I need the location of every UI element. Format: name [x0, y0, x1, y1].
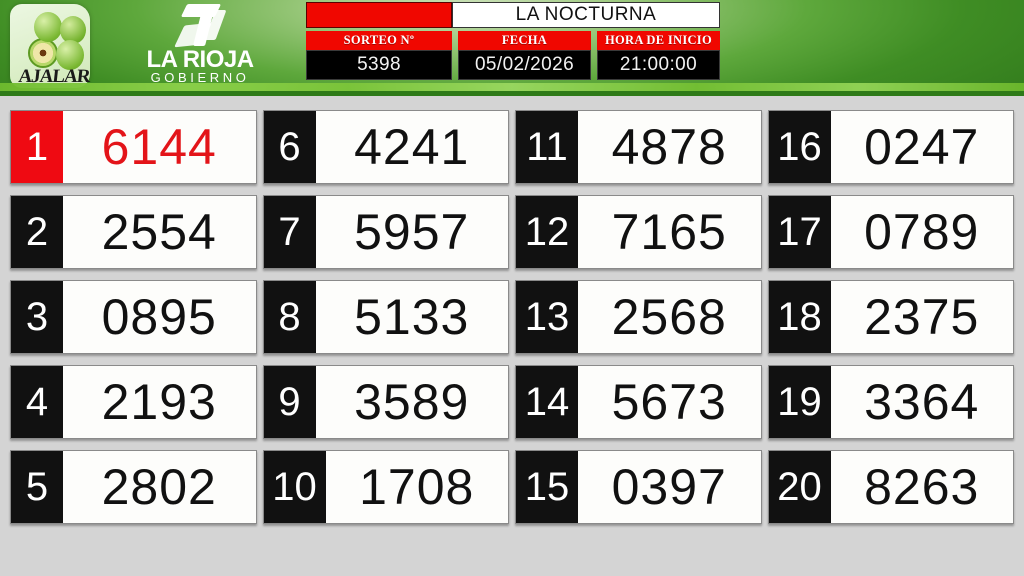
result-row[interactable]: 12 7165 — [515, 195, 762, 269]
results-column-4: 16 0247 17 0789 18 2375 19 3364 20 8263 — [767, 110, 1014, 576]
result-row[interactable]: 6 4241 — [262, 110, 509, 184]
field-hora-label: HORA DE INICIO — [597, 31, 720, 50]
result-row[interactable]: 9 3589 — [262, 365, 509, 439]
result-number: 2802 — [63, 451, 256, 523]
result-number: 2568 — [578, 281, 761, 353]
result-number: 5957 — [315, 196, 508, 268]
result-number: 4878 — [578, 111, 761, 183]
result-row[interactable]: 7 5957 — [262, 195, 509, 269]
result-position-badge: 12 — [516, 196, 578, 268]
result-number: 2554 — [63, 196, 256, 268]
result-row[interactable]: 4 2193 — [10, 365, 257, 439]
result-number: 3589 — [315, 366, 508, 438]
ajalar-logo: AJALAR — [6, 2, 94, 90]
avocado-icon-c — [56, 40, 84, 70]
result-position-badge: 7 — [263, 196, 316, 268]
la-rioja-mark-icon — [174, 4, 230, 48]
result-position-badge: 19 — [768, 366, 831, 438]
result-position-badge: 17 — [768, 196, 831, 268]
result-row[interactable]: 15 0397 — [515, 450, 762, 524]
result-position-badge: 1 — [11, 111, 63, 183]
result-number: 3364 — [830, 366, 1013, 438]
ajalar-badge-shape: AJALAR — [10, 4, 91, 88]
la-rioja-logo: LA RIOJA GOBIERNO — [130, 2, 270, 90]
result-row[interactable]: 11 4878 — [515, 110, 762, 184]
result-position-badge: 5 — [11, 451, 63, 523]
header-accent-strip — [0, 83, 1024, 92]
result-number: 8263 — [830, 451, 1013, 523]
result-row[interactable]: 19 3364 — [767, 365, 1014, 439]
result-number: 5133 — [315, 281, 508, 353]
result-row[interactable]: 2 2554 — [10, 195, 257, 269]
result-row[interactable]: 18 2375 — [767, 280, 1014, 354]
result-position-badge: 13 — [516, 281, 578, 353]
results-column-3: 11 4878 12 7165 13 2568 14 5673 15 0397 — [515, 110, 762, 576]
draw-title-bar: LA NOCTURNA — [306, 2, 720, 28]
red-spacer-block — [306, 2, 452, 28]
result-position-badge: 11 — [516, 111, 578, 183]
result-row[interactable]: 13 2568 — [515, 280, 762, 354]
draw-fields: SORTEO Nº 5398 FECHA 05/02/2026 HORA DE … — [306, 31, 720, 80]
field-sorteo-value: 5398 — [306, 50, 452, 80]
result-number: 0895 — [63, 281, 256, 353]
result-number: 0789 — [830, 196, 1013, 268]
la-rioja-title: LA RIOJA — [146, 46, 254, 73]
result-position-badge: 4 — [11, 366, 63, 438]
avocado-icon-b — [60, 16, 86, 44]
result-row[interactable]: 20 8263 — [767, 450, 1014, 524]
results-column-1: 1 6144 2 2554 3 0895 4 2193 5 2802 — [10, 110, 257, 576]
result-number: 1708 — [325, 451, 508, 523]
results-column-2: 6 4241 7 5957 8 5133 9 3589 10 1708 — [262, 110, 509, 576]
draw-info-panel: LA NOCTURNA SORTEO Nº 5398 FECHA 05/02/2… — [306, 2, 720, 82]
result-number: 2375 — [830, 281, 1013, 353]
result-number: 0397 — [578, 451, 761, 523]
result-row[interactable]: 17 0789 — [767, 195, 1014, 269]
result-row[interactable]: 5 2802 — [10, 450, 257, 524]
header-banner: AJALAR LA RIOJA GOBIERNO LA NOCTURNA SOR… — [0, 0, 1024, 96]
result-row[interactable]: 1 6144 — [10, 110, 257, 184]
result-position-badge: 16 — [768, 111, 831, 183]
result-position-badge: 10 — [263, 451, 326, 523]
la-rioja-subtitle: GOBIERNO — [150, 70, 250, 85]
result-position-badge: 2 — [11, 196, 63, 268]
field-hora-value: 21:00:00 — [597, 50, 720, 80]
field-fecha: FECHA 05/02/2026 — [458, 31, 591, 80]
field-sorteo: SORTEO Nº 5398 — [306, 31, 452, 80]
result-position-badge: 20 — [768, 451, 831, 523]
result-number: 5673 — [578, 366, 761, 438]
result-number: 0247 — [830, 111, 1013, 183]
result-position-badge: 14 — [516, 366, 578, 438]
result-position-badge: 18 — [768, 281, 831, 353]
result-row[interactable]: 8 5133 — [262, 280, 509, 354]
result-position-badge: 15 — [516, 451, 578, 523]
avocado-cut-icon — [28, 38, 58, 68]
result-number: 2193 — [63, 366, 256, 438]
result-row[interactable]: 16 0247 — [767, 110, 1014, 184]
result-number: 4241 — [315, 111, 508, 183]
result-number: 7165 — [578, 196, 761, 268]
results-board: 1 6144 2 2554 3 0895 4 2193 5 2802 6 4241 7 5957 8 5133… — [0, 96, 1024, 576]
result-row[interactable]: 14 5673 — [515, 365, 762, 439]
draw-title: LA NOCTURNA — [452, 2, 720, 28]
result-position-badge: 9 — [263, 366, 316, 438]
header-bottom-rule — [0, 91, 1024, 96]
result-position-badge: 6 — [263, 111, 316, 183]
field-hora: HORA DE INICIO 21:00:00 — [597, 31, 720, 80]
result-number: 6144 — [63, 111, 256, 183]
result-row[interactable]: 3 0895 — [10, 280, 257, 354]
result-position-badge: 8 — [263, 281, 316, 353]
field-sorteo-label: SORTEO Nº — [306, 31, 452, 50]
avocado-icon-a — [34, 12, 62, 42]
result-row[interactable]: 10 1708 — [262, 450, 509, 524]
field-fecha-value: 05/02/2026 — [458, 50, 591, 80]
field-fecha-label: FECHA — [458, 31, 591, 50]
result-position-badge: 3 — [11, 281, 63, 353]
